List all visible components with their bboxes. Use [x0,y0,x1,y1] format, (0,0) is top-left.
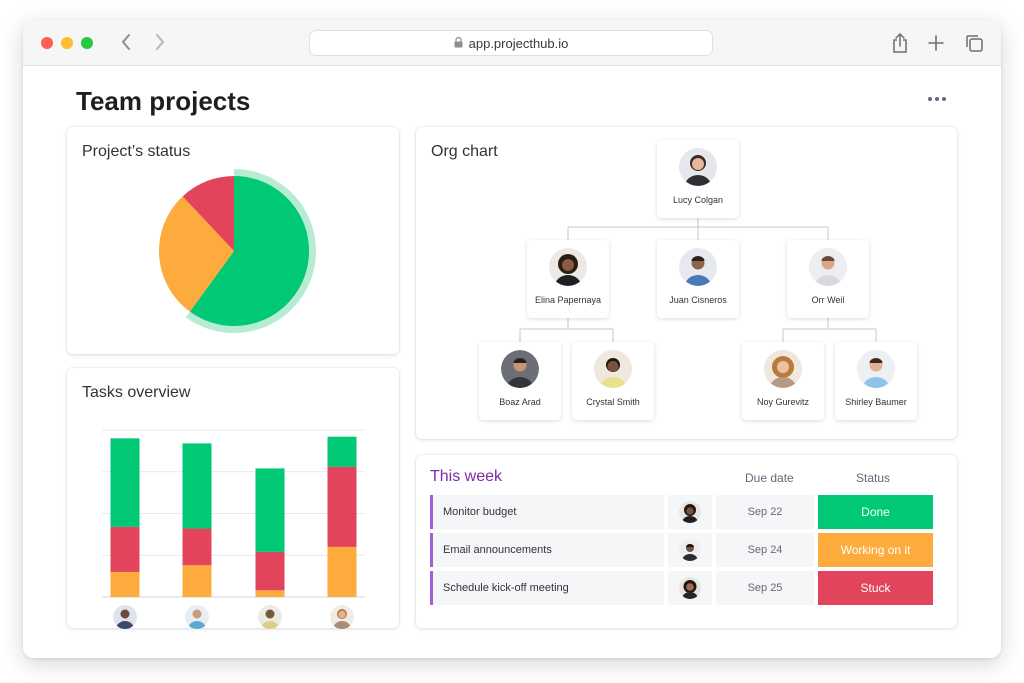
bar-segment-stuck[interactable] [182,528,212,566]
address-bar-url: app.projecthub.io [468,35,569,51]
new-tab-icon[interactable] [925,32,947,54]
avatar [679,539,701,561]
avatar [764,350,802,388]
pie-slice-done[interactable] [189,176,309,326]
browser-window: app.projecthub.io Team projects Project’… [23,20,1001,658]
org-node-name: Crystal Smith [586,397,640,407]
more-options-icon[interactable] [925,90,949,108]
task-name[interactable]: Schedule kick-off meeting [430,571,664,605]
org-node-name: Lucy Colgan [672,195,724,205]
avatar[interactable] [258,605,282,629]
lock-icon [454,36,463,51]
task-name[interactable]: Monitor budget [430,495,664,529]
org-node-name: Noy Gurevitz [756,397,809,407]
this-week-card: This week Due date Status Monitor budget… [416,455,957,628]
org-node-crystal-smith[interactable]: Crystal Smith [572,342,654,420]
tasks-overview-title: Tasks overview [82,384,191,401]
status-badge[interactable]: Working on it [818,533,933,567]
page-title: Team projects [76,86,251,116]
minimize-window-button[interactable] [61,37,73,49]
avatar [679,148,717,186]
task-owner[interactable] [668,571,712,605]
bar-segment-done[interactable] [255,468,285,552]
avatar [501,350,539,388]
task-owner[interactable] [668,533,712,567]
avatar[interactable] [185,605,209,629]
pie-slice-working-on-it[interactable] [159,196,234,312]
org-node-noy-gurevitz[interactable]: Noy Gurevitz [742,342,824,420]
bar-segment-working-on-it[interactable] [182,565,212,597]
table-row[interactable]: Monitor budget Sep 22 Done [430,495,933,529]
bar-segment-working-on-it[interactable] [327,546,357,597]
due-date-column-header: Due date [745,471,794,485]
org-chart-title: Org chart [431,143,498,160]
table-row[interactable]: Email announcements Sep 24 Working on it [430,533,933,567]
bar-segment-stuck[interactable] [110,526,140,572]
tasks-overview-card: Tasks overview [67,368,399,629]
due-date[interactable]: Sep 22 [716,495,814,529]
maximize-window-button[interactable] [81,37,93,49]
status-column-header: Status [856,471,891,485]
bar-segment-done[interactable] [327,436,357,467]
tab-overview-icon[interactable] [963,32,985,54]
bar-segment-done[interactable] [110,438,140,527]
avatar[interactable] [330,605,354,629]
org-node-name: Juan Cisneros [669,295,727,305]
address-bar[interactable]: app.projecthub.io [309,30,713,56]
avatar [857,350,895,388]
close-window-button[interactable] [41,37,53,49]
org-node-juan-cisneros[interactable]: Juan Cisneros [657,240,739,318]
avatar [679,577,701,599]
bar-segment-stuck[interactable] [255,551,285,591]
avatar [679,248,717,286]
table-row[interactable]: Schedule kick-off meeting Sep 25 Stuck [430,571,933,605]
avatar [549,248,587,286]
org-chart-card: Org chart Lucy Colgan Elina Papernaya [416,127,957,439]
org-node-name: Elina Papernaya [534,295,602,305]
org-node-name: Shirley Baumer [845,397,907,407]
forward-arrow-icon[interactable] [150,32,170,52]
org-node-lucy-colgan[interactable]: Lucy Colgan [657,140,739,218]
org-node-elina-papernaya[interactable]: Elina Papernaya [527,240,609,318]
back-arrow-icon[interactable] [116,32,136,52]
avatar [679,501,701,523]
avatar[interactable] [113,605,137,629]
org-node-name: Boaz Arad [499,397,541,407]
project-status-pie-chart [159,169,316,333]
status-badge[interactable]: Stuck [818,571,933,605]
project-status-card: Project’s status [67,127,399,354]
browser-titlebar: app.projecthub.io [23,20,1001,66]
this-week-title: This week [430,468,503,485]
task-name[interactable]: Email announcements [430,533,664,567]
share-icon[interactable] [889,32,911,54]
status-badge[interactable]: Done [818,495,933,529]
task-owner[interactable] [668,495,712,529]
due-date[interactable]: Sep 24 [716,533,814,567]
org-node-orr-weil[interactable]: Orr Weil [787,240,869,318]
avatar [594,350,632,388]
org-node-boaz-arad[interactable]: Boaz Arad [479,342,561,420]
project-status-title: Project’s status [82,143,191,160]
pie-slice-stuck[interactable] [182,176,234,251]
due-date[interactable]: Sep 25 [716,571,814,605]
bar-segment-working-on-it[interactable] [110,571,140,597]
bar-segment-stuck[interactable] [327,466,357,547]
avatar [809,248,847,286]
tasks-overview-bar-chart [102,429,365,598]
org-node-shirley-baumer[interactable]: Shirley Baumer [835,342,917,420]
bar-segment-working-on-it[interactable] [255,590,285,597]
org-node-name: Orr Weil [811,295,845,305]
bar-segment-done[interactable] [182,443,212,529]
